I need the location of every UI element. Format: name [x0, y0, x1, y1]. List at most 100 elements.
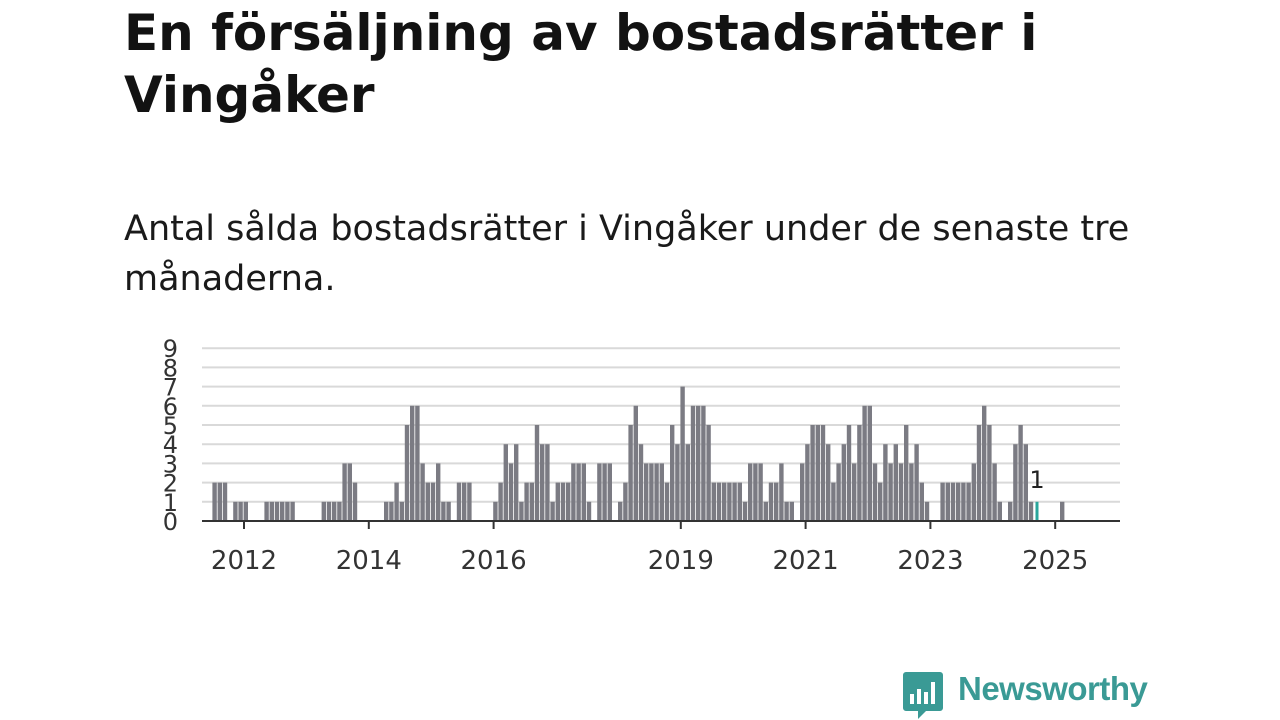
bar — [992, 463, 997, 521]
bar — [862, 405, 867, 521]
bar — [415, 405, 420, 521]
bar — [1013, 444, 1018, 521]
bar — [878, 482, 883, 521]
bar — [961, 482, 966, 521]
bar — [571, 463, 576, 521]
bar — [576, 463, 581, 521]
bar — [690, 405, 696, 521]
bar — [628, 425, 633, 521]
bar — [352, 482, 358, 521]
bar — [805, 444, 810, 521]
bar — [976, 425, 982, 521]
bar — [846, 425, 852, 521]
bar — [701, 405, 706, 521]
bar — [815, 425, 820, 521]
bar — [581, 463, 586, 521]
bar — [872, 463, 878, 521]
x-tick-label: 2019 — [648, 546, 714, 576]
bar — [274, 501, 280, 521]
bar — [763, 501, 768, 521]
bar — [332, 501, 337, 521]
bar — [654, 463, 659, 521]
bar — [456, 482, 462, 521]
bar — [758, 463, 763, 521]
bar — [1023, 444, 1028, 521]
bar — [722, 482, 727, 521]
bar — [857, 425, 862, 521]
bar — [233, 501, 238, 521]
x-tick-label: 2014 — [336, 546, 402, 576]
bar — [540, 444, 545, 521]
bar — [420, 463, 425, 521]
bar — [462, 482, 467, 521]
y-tick-label: 6 — [163, 393, 178, 421]
bar — [586, 501, 592, 521]
bar — [732, 482, 737, 521]
bar — [524, 482, 529, 521]
bar — [264, 501, 269, 521]
bar — [753, 463, 758, 521]
bar — [498, 482, 503, 521]
bar — [685, 444, 690, 521]
bar — [841, 444, 846, 521]
bar — [644, 463, 649, 521]
bar — [410, 405, 415, 521]
bar — [337, 501, 342, 521]
bar — [519, 501, 524, 521]
x-tick-label: 2023 — [897, 546, 963, 576]
bar — [727, 482, 732, 521]
bar — [514, 444, 519, 521]
y-tick-label: 5 — [163, 412, 178, 440]
bar — [649, 463, 654, 521]
y-tick-label: 8 — [163, 354, 178, 382]
bar — [919, 482, 924, 521]
bar — [342, 463, 347, 521]
bar — [924, 501, 930, 521]
y-tick-label: 1 — [163, 489, 178, 517]
y-tick-label: 7 — [163, 374, 178, 402]
bar — [290, 501, 295, 521]
bar — [940, 482, 945, 521]
newsworthy-wordmark: Newsworthy — [958, 670, 1148, 707]
bar — [347, 463, 352, 521]
bar — [326, 501, 332, 521]
bar — [389, 501, 394, 521]
bar — [716, 482, 722, 521]
bar — [987, 425, 992, 521]
bar — [914, 444, 919, 521]
bar — [774, 482, 779, 521]
bar — [997, 501, 1002, 521]
bar — [638, 444, 644, 521]
bar — [826, 444, 831, 521]
bar — [399, 501, 404, 521]
bar — [394, 482, 399, 521]
bar — [597, 463, 602, 521]
chart-subtitle: Antal sålda bostadsrätter i Vingåker und… — [124, 209, 1130, 299]
y-tick-label: 2 — [163, 470, 178, 498]
bar — [680, 386, 685, 521]
bar — [696, 405, 701, 521]
bar — [285, 501, 290, 521]
bar — [664, 482, 670, 521]
bar — [888, 463, 893, 521]
bar — [982, 405, 987, 521]
x-tick-label: 2012 — [211, 546, 277, 576]
bar — [945, 482, 950, 521]
bar — [836, 463, 841, 521]
bar — [243, 501, 248, 521]
bar — [503, 444, 508, 521]
bar — [659, 463, 664, 521]
bar — [534, 425, 540, 521]
bar — [446, 501, 451, 521]
bar — [555, 482, 560, 521]
chart-title: En försäljning av bostadsrätter i Vingåk… — [124, 4, 1038, 124]
bar — [602, 463, 607, 521]
bar — [831, 482, 836, 521]
bar — [820, 425, 826, 521]
bar — [430, 482, 436, 521]
bar — [670, 425, 675, 521]
bar — [737, 482, 742, 521]
bar — [529, 482, 534, 521]
bar — [1028, 501, 1034, 521]
bar — [956, 482, 961, 521]
